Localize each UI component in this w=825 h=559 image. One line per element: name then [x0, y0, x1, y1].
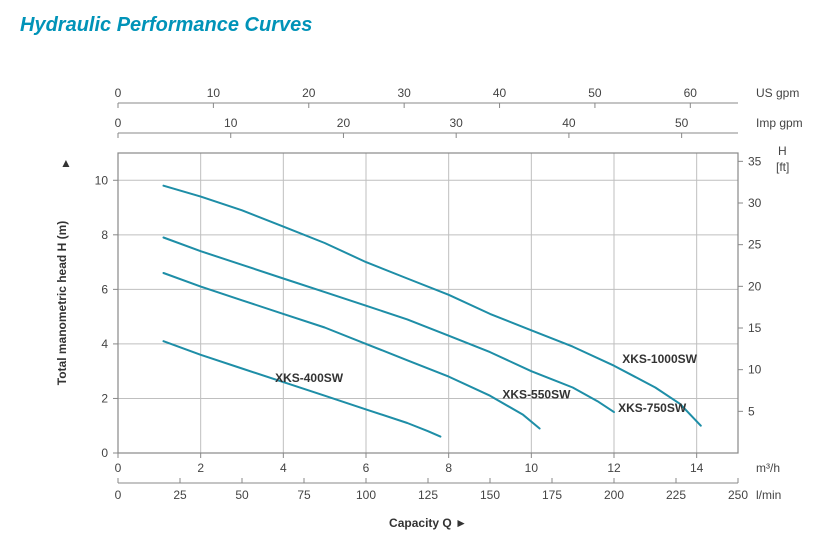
svg-text:20: 20: [302, 86, 316, 100]
svg-text:50: 50: [675, 116, 689, 130]
svg-text:m³/h: m³/h: [756, 461, 780, 475]
svg-text:75: 75: [297, 488, 311, 502]
svg-text:150: 150: [480, 488, 500, 502]
svg-text:30: 30: [397, 86, 411, 100]
svg-text:60: 60: [684, 86, 698, 100]
series-label-XKS-750SW: XKS-750SW: [618, 401, 687, 415]
svg-text:175: 175: [542, 488, 562, 502]
svg-text:8: 8: [101, 228, 108, 242]
svg-text:10: 10: [95, 173, 109, 187]
svg-text:0: 0: [115, 488, 122, 502]
svg-text:0: 0: [115, 461, 122, 475]
series-label-XKS-550SW: XKS-550SW: [502, 387, 571, 401]
svg-text:40: 40: [493, 86, 507, 100]
svg-text:225: 225: [666, 488, 686, 502]
svg-text:▲: ▲: [60, 156, 72, 170]
svg-text:25: 25: [748, 238, 762, 252]
svg-text:H: H: [778, 144, 787, 158]
svg-text:12: 12: [607, 461, 621, 475]
svg-text:250: 250: [728, 488, 748, 502]
svg-text:40: 40: [562, 116, 576, 130]
page-title: Hydraulic Performance Curves: [20, 14, 805, 37]
svg-text:6: 6: [363, 461, 370, 475]
series-label-XKS-400SW: XKS-400SW: [275, 371, 344, 385]
svg-text:15: 15: [748, 321, 762, 335]
svg-text:10: 10: [224, 116, 238, 130]
svg-text:10: 10: [748, 363, 762, 377]
svg-text:20: 20: [748, 279, 762, 293]
svg-text:0: 0: [115, 86, 122, 100]
svg-text:35: 35: [748, 154, 762, 168]
svg-text:200: 200: [604, 488, 624, 502]
svg-text:6: 6: [101, 282, 108, 296]
svg-text:Total manometric head H (m): Total manometric head H (m): [55, 221, 69, 385]
svg-text:20: 20: [337, 116, 351, 130]
svg-text:0: 0: [115, 116, 122, 130]
performance-chart: 0102030405060US gpm01020304050Imp gpm024…: [18, 55, 805, 533]
svg-text:30: 30: [748, 196, 762, 210]
svg-text:4: 4: [280, 461, 287, 475]
svg-text:[ft]: [ft]: [776, 160, 789, 174]
svg-text:14: 14: [690, 461, 704, 475]
svg-text:Imp gpm: Imp gpm: [756, 116, 803, 130]
svg-text:10: 10: [525, 461, 539, 475]
svg-text:100: 100: [356, 488, 376, 502]
svg-text:4: 4: [101, 337, 108, 351]
svg-text:8: 8: [445, 461, 452, 475]
svg-text:25: 25: [173, 488, 187, 502]
svg-text:Capacity Q ►: Capacity Q ►: [389, 516, 467, 530]
svg-text:50: 50: [588, 86, 602, 100]
svg-text:10: 10: [207, 86, 221, 100]
svg-text:2: 2: [197, 461, 204, 475]
svg-text:l/min: l/min: [756, 488, 781, 502]
svg-text:0: 0: [101, 446, 108, 460]
svg-text:30: 30: [450, 116, 464, 130]
svg-text:5: 5: [748, 404, 755, 418]
svg-text:US gpm: US gpm: [756, 86, 799, 100]
svg-text:125: 125: [418, 488, 438, 502]
svg-text:2: 2: [101, 391, 108, 405]
series-label-XKS-1000SW: XKS-1000SW: [622, 352, 697, 366]
svg-text:50: 50: [235, 488, 249, 502]
